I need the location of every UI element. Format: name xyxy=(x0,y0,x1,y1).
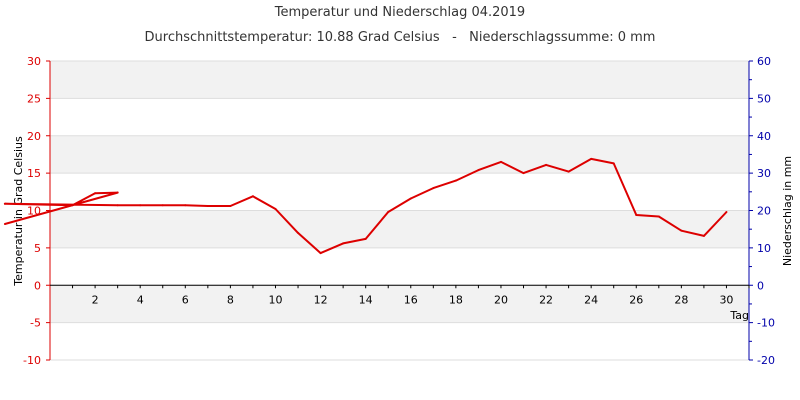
y-right-tick-label: 10 xyxy=(757,242,771,255)
x-tick-label: 6 xyxy=(182,293,189,306)
temperature-point xyxy=(409,197,412,200)
temperature-point xyxy=(364,237,367,240)
y-right-tick-label: 50 xyxy=(757,92,771,105)
temperature-point xyxy=(342,242,345,245)
x-tick-label: 26 xyxy=(629,293,643,306)
temperature-point xyxy=(94,192,97,195)
temperature-point xyxy=(477,169,480,172)
x-tick-label: 10 xyxy=(268,293,282,306)
y-right-tick-label: 40 xyxy=(757,130,771,143)
temperature-point xyxy=(206,205,209,208)
temperature-point xyxy=(680,229,683,232)
temperature-point xyxy=(725,210,728,213)
y-axis-right-label: Niederschlag in mm xyxy=(781,156,794,266)
x-axis: 2 4 6 8 10 12 14 16 18 20 22 24 26 28 30 xyxy=(50,284,750,306)
x-tick-label: 22 xyxy=(539,293,553,306)
right-y-axis: -20 -10 0 10 20 30 40 50 60 xyxy=(748,55,775,367)
temperature-point xyxy=(184,204,187,207)
temperature-point xyxy=(590,157,593,160)
temperature-point xyxy=(71,204,74,207)
temperature-point xyxy=(387,210,390,213)
y-right-tick-label: 0 xyxy=(757,279,764,292)
x-tick-label: 2 xyxy=(92,293,99,306)
temperature-point xyxy=(3,222,6,225)
temperature-series xyxy=(3,157,728,255)
x-tick-label: 4 xyxy=(137,293,144,306)
grid-band xyxy=(50,135,749,174)
x-tick-label: 8 xyxy=(227,293,234,306)
temperature-point xyxy=(635,213,638,216)
x-tick-label: 20 xyxy=(494,293,508,306)
temperature-point xyxy=(702,234,705,237)
temperature-point xyxy=(522,172,525,175)
temperature-point xyxy=(432,187,435,190)
temperature-point xyxy=(567,170,570,173)
temperature-point xyxy=(274,208,277,211)
grid-band xyxy=(50,285,749,323)
x-tick-label: 30 xyxy=(719,293,733,306)
temperature-point xyxy=(657,215,660,218)
y-tick-label: 15 xyxy=(27,167,41,180)
temperature-point xyxy=(545,163,548,166)
temperature-point xyxy=(3,202,6,205)
temperature-point xyxy=(116,204,119,207)
temperature-point xyxy=(319,252,322,255)
x-tick-label: 12 xyxy=(314,293,328,306)
chart-title: Temperatur und Niederschlag 04.2019 xyxy=(274,5,525,20)
y-tick-label: 20 xyxy=(27,130,41,143)
temperature-point xyxy=(139,204,142,207)
y-tick-label: 0 xyxy=(34,279,41,292)
temperature-point xyxy=(116,191,119,194)
chart-subtitle: Durchschnittstemperatur: 10.88 Grad Cels… xyxy=(145,30,656,45)
temperature-point xyxy=(229,205,232,208)
temperature-point xyxy=(454,179,457,182)
y-tick-label: -5 xyxy=(30,317,41,330)
grid-band xyxy=(50,61,749,99)
y-right-tick-label: 60 xyxy=(757,55,771,68)
y-tick-label: -10 xyxy=(23,354,41,367)
x-tick-label: 28 xyxy=(674,293,688,306)
temperature-point xyxy=(251,195,254,198)
y-right-tick-label: -20 xyxy=(757,354,775,367)
y-right-tick-label: -10 xyxy=(757,317,775,330)
y-axis-label: Temperatur in Grad Celsius xyxy=(12,136,25,287)
x-tick-label: 18 xyxy=(449,293,463,306)
y-tick-label: 30 xyxy=(27,55,41,68)
x-axis-label: Tag xyxy=(729,309,749,322)
temperature-point xyxy=(612,162,615,165)
x-tick-label: 14 xyxy=(359,293,373,306)
y-tick-label: 25 xyxy=(27,92,41,105)
temperature-point xyxy=(161,204,164,207)
y-right-tick-label: 30 xyxy=(757,167,771,180)
grid-band xyxy=(50,210,749,248)
y-right-tick-label: 20 xyxy=(757,205,771,218)
x-tick-label: 24 xyxy=(584,293,598,306)
temperature-point xyxy=(297,231,300,234)
temperature-point xyxy=(499,160,502,163)
y-tick-label: 5 xyxy=(34,242,41,255)
x-tick-label: 16 xyxy=(404,293,418,306)
